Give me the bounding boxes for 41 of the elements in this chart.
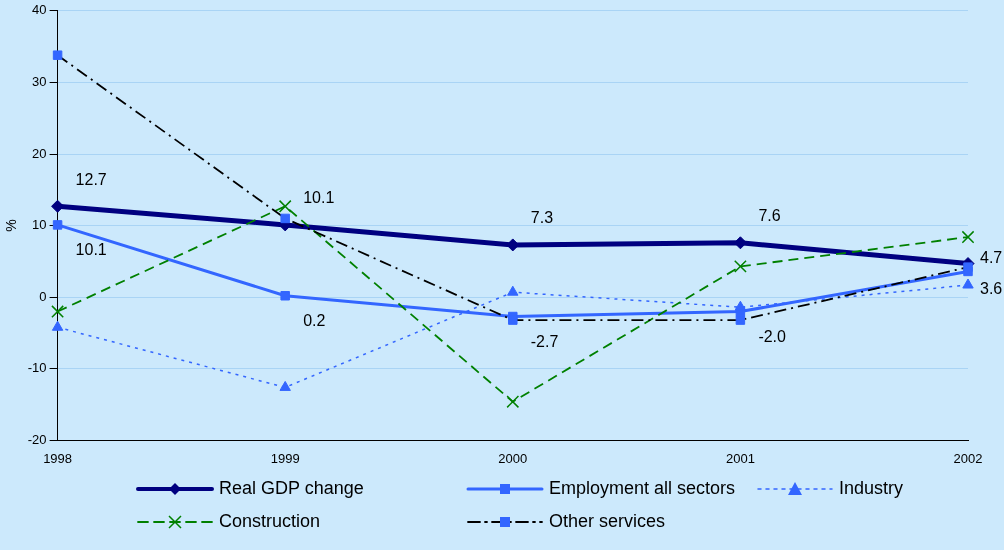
point bbox=[51, 305, 64, 318]
point bbox=[961, 230, 975, 244]
data-label: 7.6 bbox=[758, 207, 781, 225]
point bbox=[279, 380, 291, 391]
y-tick-label: -10 bbox=[27, 360, 47, 376]
legend-label: Real GDP change bbox=[219, 478, 364, 499]
y-tick-label: 20 bbox=[32, 145, 47, 161]
point bbox=[733, 260, 747, 273]
point bbox=[51, 199, 65, 213]
legend-label: Construction bbox=[219, 511, 321, 532]
point bbox=[962, 278, 974, 289]
point bbox=[507, 285, 519, 296]
data-label: 10.1 bbox=[75, 241, 107, 259]
data-label: 4.7 bbox=[980, 248, 1003, 266]
y-tick-label: -20 bbox=[27, 431, 47, 447]
x-tick-label: 1999 bbox=[270, 450, 300, 466]
y-tick-label: 0 bbox=[39, 288, 47, 304]
legend-label: Industry bbox=[839, 478, 904, 499]
point bbox=[52, 220, 63, 230]
x-tick-label: 2002 bbox=[953, 450, 983, 466]
point bbox=[51, 320, 64, 331]
y-axis-title: % bbox=[3, 219, 20, 232]
point bbox=[280, 291, 290, 301]
data-label: -2.7 bbox=[530, 332, 559, 350]
data-label: 7.3 bbox=[530, 209, 554, 227]
data-label: 0.2 bbox=[303, 312, 326, 330]
data-label: 3.6 bbox=[980, 279, 1003, 297]
data-label: 10.1 bbox=[303, 189, 335, 207]
x-tick-label: 1998 bbox=[43, 450, 73, 466]
x-tick-label: 2000 bbox=[498, 450, 528, 466]
y-tick-label: 30 bbox=[32, 73, 47, 89]
point bbox=[506, 395, 520, 409]
point bbox=[278, 199, 292, 213]
y-tick-label: 10 bbox=[32, 217, 47, 233]
data-label: 12.7 bbox=[75, 170, 107, 188]
legend-label: Employment all sectors bbox=[549, 478, 736, 499]
legend-label: Other services bbox=[549, 511, 666, 532]
point bbox=[734, 300, 747, 311]
y-tick-label: 40 bbox=[32, 2, 47, 18]
x-tick-label: 2001 bbox=[725, 450, 755, 466]
data-label: -2.0 bbox=[758, 327, 787, 345]
